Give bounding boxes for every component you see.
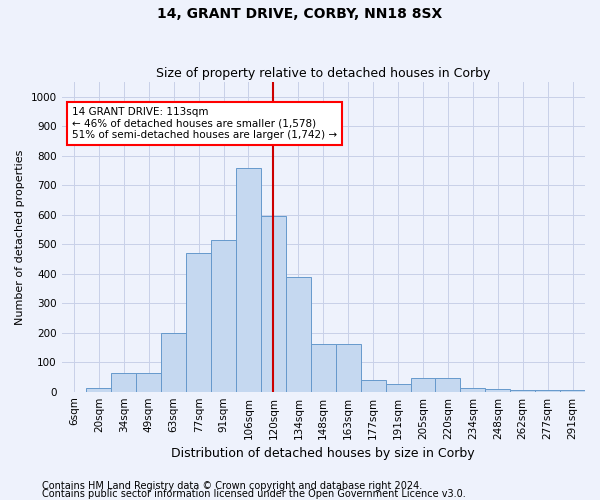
X-axis label: Distribution of detached houses by size in Corby: Distribution of detached houses by size … xyxy=(172,447,475,460)
Text: 14 GRANT DRIVE: 113sqm
← 46% of detached houses are smaller (1,578)
51% of semi-: 14 GRANT DRIVE: 113sqm ← 46% of detached… xyxy=(72,107,337,140)
Y-axis label: Number of detached properties: Number of detached properties xyxy=(15,149,25,324)
Bar xyxy=(436,378,460,392)
Bar xyxy=(535,390,560,392)
Text: Contains public sector information licensed under the Open Government Licence v3: Contains public sector information licen… xyxy=(42,489,466,499)
Bar xyxy=(410,378,436,392)
Bar xyxy=(236,168,261,392)
Title: Size of property relative to detached houses in Corby: Size of property relative to detached ho… xyxy=(156,66,490,80)
Bar xyxy=(361,380,386,392)
Bar xyxy=(211,240,236,392)
Bar xyxy=(460,388,485,392)
Bar xyxy=(186,253,211,392)
Bar xyxy=(286,276,311,392)
Bar xyxy=(112,372,136,392)
Bar xyxy=(560,390,585,392)
Bar xyxy=(311,344,336,392)
Bar xyxy=(161,332,186,392)
Bar xyxy=(136,372,161,392)
Text: 14, GRANT DRIVE, CORBY, NN18 8SX: 14, GRANT DRIVE, CORBY, NN18 8SX xyxy=(157,8,443,22)
Text: Contains HM Land Registry data © Crown copyright and database right 2024.: Contains HM Land Registry data © Crown c… xyxy=(42,481,422,491)
Bar xyxy=(386,384,410,392)
Bar xyxy=(510,390,535,392)
Bar xyxy=(485,390,510,392)
Bar xyxy=(86,388,112,392)
Bar xyxy=(261,216,286,392)
Bar xyxy=(336,344,361,392)
